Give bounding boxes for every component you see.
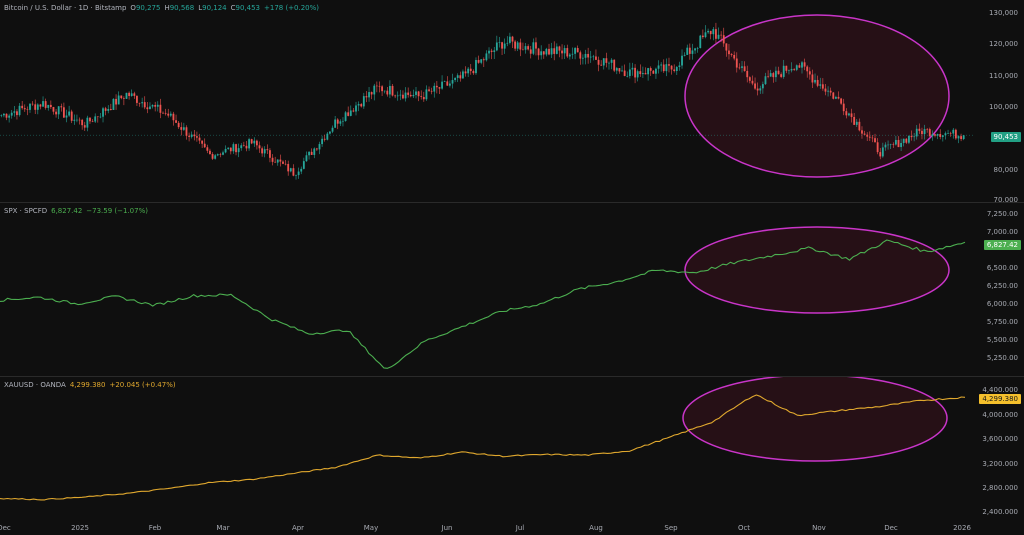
x-tick: Sep xyxy=(664,524,678,532)
btc-y-tick: 80,000 xyxy=(993,166,1019,174)
spx-line-chart[interactable] xyxy=(0,203,1024,376)
x-tick: Dec xyxy=(884,524,898,532)
spx-last-price-tag: 6,827.42 xyxy=(983,240,1021,250)
spx-y-tick: 5,750.00 xyxy=(986,318,1018,326)
xau-legend: XAUUSD · OANDA 4,299.380 +20.045 (+0.47%… xyxy=(4,381,176,389)
btc-open: 90,275 xyxy=(135,4,161,12)
spx-symbol: SPX · SPCFD xyxy=(4,207,48,215)
x-tick: Apr xyxy=(291,524,305,532)
xau-y-tick: 2,400.000 xyxy=(982,508,1018,516)
xau-change: +20.045 (+0.47%) xyxy=(109,381,176,389)
x-tick: 2026 xyxy=(953,524,971,532)
btc-y-tick: 110,000 xyxy=(989,72,1018,80)
x-tick: Jun xyxy=(441,524,453,532)
spx-y-tick: 6,500.00 xyxy=(986,264,1018,272)
spx-y-tick: 6,000.00 xyxy=(986,300,1018,308)
xau-y-tick: 3,600.000 xyxy=(982,435,1018,443)
xau-pane[interactable]: XAUUSD · OANDA 4,299.380 +20.045 (+0.47%… xyxy=(0,377,1024,517)
xau-value: 4,299.380 xyxy=(69,381,106,389)
x-tick: Feb xyxy=(148,524,162,532)
btc-y-tick: 100,000 xyxy=(989,103,1018,111)
btc-y-tick: 120,000 xyxy=(989,40,1018,48)
xau-y-tick: 4,000.000 xyxy=(982,411,1018,419)
spx-y-tick: 5,250.00 xyxy=(986,354,1018,362)
spx-pane[interactable]: SPX · SPCFD 6,827.42 −73.59 (−1.07%) 7,2… xyxy=(0,203,1024,376)
spx-y-tick: 7,250.00 xyxy=(986,210,1018,218)
x-tick: Aug xyxy=(589,524,603,532)
xau-line-chart[interactable] xyxy=(0,377,1024,517)
pane-divider[interactable] xyxy=(0,376,1024,377)
btc-candlestick-chart[interactable] xyxy=(0,0,1024,202)
x-tick: Mar xyxy=(216,524,230,532)
spx-legend: SPX · SPCFD 6,827.42 −73.59 (−1.07%) xyxy=(4,207,148,215)
x-tick: Jul xyxy=(515,524,525,532)
btc-y-tick: 130,000 xyxy=(989,9,1018,17)
xau-symbol: XAUUSD · OANDA xyxy=(4,381,66,389)
xau-last-price-tag: 4,299.380 xyxy=(979,394,1021,404)
x-tick: Dec xyxy=(0,524,11,532)
xau-y-tick: 3,200.000 xyxy=(982,460,1018,468)
btc-high: 90,568 xyxy=(169,4,195,12)
btc-symbol: Bitcoin / U.S. Dollar · 1D · Bitstamp xyxy=(4,4,127,12)
x-tick: 2025 xyxy=(71,524,89,532)
pane-divider[interactable] xyxy=(0,202,1024,203)
xau-y-tick: 4,400.000 xyxy=(982,386,1018,394)
btc-low: 90,124 xyxy=(202,4,227,12)
spx-y-tick: 5,500.00 xyxy=(986,336,1018,344)
btc-change: +178 (+0.20%) xyxy=(264,4,320,12)
xau-y-tick: 2,800.000 xyxy=(982,484,1018,492)
x-tick: Nov xyxy=(812,524,826,532)
btc-close: 90,453 xyxy=(235,4,261,12)
spx-y-tick: 6,250.00 xyxy=(986,282,1018,290)
btc-last-price-tag: 90,453 xyxy=(990,132,1021,142)
btc-y-tick: 70,000 xyxy=(993,196,1019,204)
spx-y-tick: 7,000.00 xyxy=(986,228,1018,236)
x-tick: May xyxy=(363,524,379,532)
x-tick: Oct xyxy=(737,524,751,532)
spx-change: −73.59 (−1.07%) xyxy=(86,207,148,215)
spx-value: 6,827.42 xyxy=(51,207,83,215)
